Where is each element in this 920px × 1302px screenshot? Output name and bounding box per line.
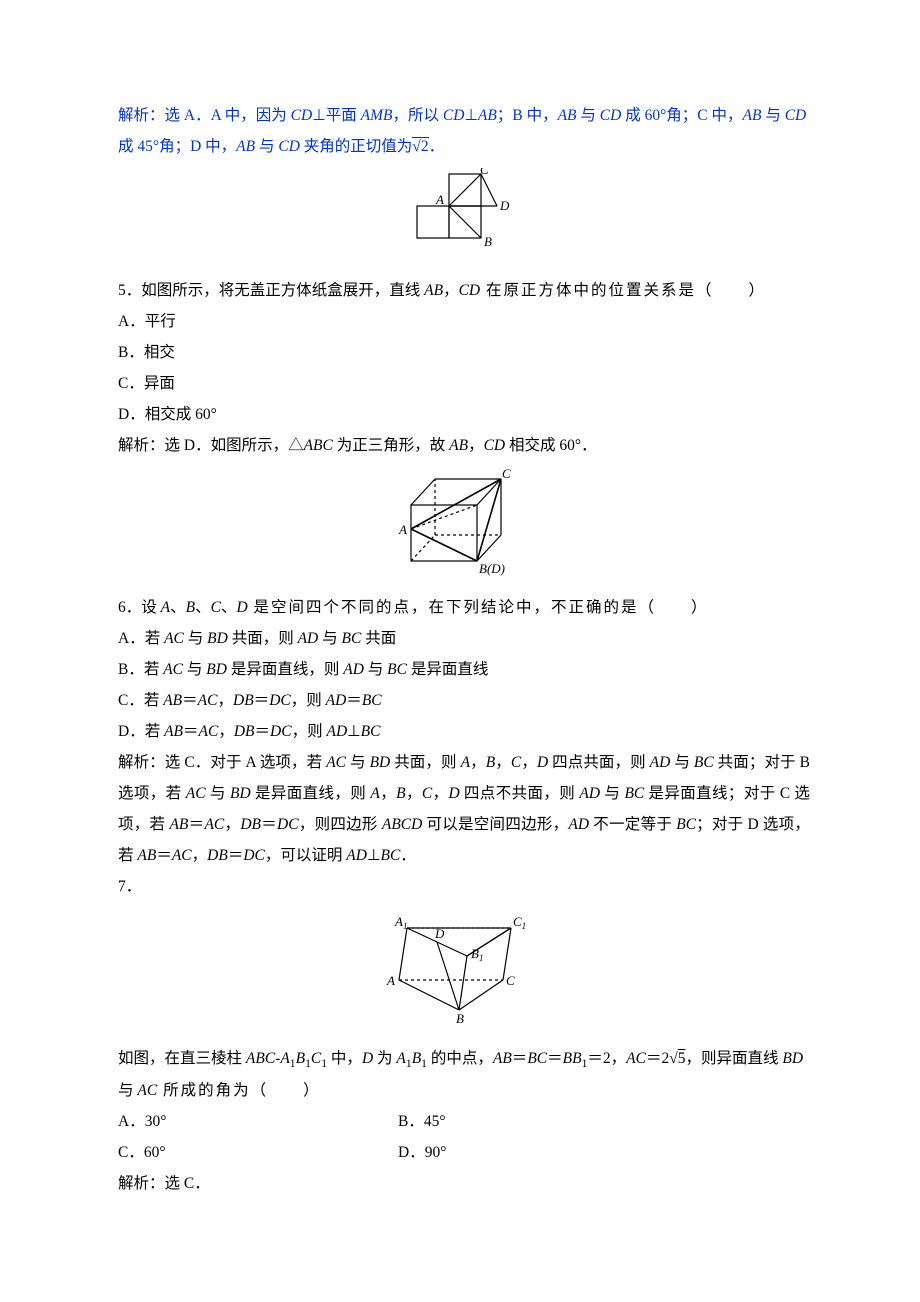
var-AB: AB — [478, 107, 497, 124]
figure-net: C A D B — [118, 168, 810, 271]
label-B: B — [484, 234, 492, 249]
q4-explanation: 解析：选 A．A 中，因为 CD⊥平面 AMB，所以 CD⊥AB；B 中，AB … — [118, 100, 810, 162]
label-A: A — [398, 522, 407, 537]
q7-option-a: A．30° — [118, 1106, 398, 1137]
prism-svg: A1 C1 D B1 A C B — [379, 908, 549, 1028]
text: ， — [443, 282, 459, 299]
text: 解析：选 D．如图所示，△ — [118, 437, 304, 454]
var-AMB: AMB — [361, 107, 393, 124]
figure-cube: A C B(D) — [118, 467, 810, 588]
var: C — [211, 599, 221, 616]
label-C: C — [502, 467, 511, 481]
text: ⊥平面 — [312, 107, 360, 124]
text: 、 — [170, 599, 186, 616]
var: B — [186, 599, 195, 616]
q5-option-a: A．平行 — [118, 306, 810, 337]
text: 与 — [761, 107, 784, 124]
label-B: B — [456, 1011, 464, 1026]
var-CD: CD — [278, 138, 300, 155]
text: 、 — [221, 599, 237, 616]
q7-label: 7． — [118, 871, 810, 902]
text: 与 — [577, 107, 600, 124]
text: 成 45°角；D 中， — [118, 138, 236, 155]
var: A — [161, 599, 170, 616]
text: ． — [429, 138, 445, 155]
label-A1: A1 — [394, 914, 407, 931]
var-CD: CD — [785, 107, 807, 124]
q5-option-d: D．相交成 60° — [118, 399, 810, 430]
var-CD: CD — [484, 437, 506, 454]
label-BD: B(D) — [479, 561, 505, 576]
q6-option-b: B．若 AC 与 BD 是异面直线，则 AD 与 BC 是异面直线 — [118, 654, 810, 685]
q6-option-c: C．若 AB＝AC，DB＝DC，则 AD＝BC — [118, 685, 810, 716]
text: 成 60°角；C 中， — [621, 107, 742, 124]
text: ，所以 — [392, 107, 442, 124]
label-C: C — [480, 168, 489, 177]
q5-stem: 5．如图所示，将无盖正方体纸盒展开，直线 AB，CD 在原正方体中的位置关系是（… — [118, 275, 810, 306]
var-CD: CD — [291, 107, 313, 124]
text: 是空间四个不同的点，在下列结论中，不正确的是（ ） — [248, 599, 709, 616]
figure-prism: A1 C1 D B1 A C B — [118, 908, 810, 1039]
text: 夹角的正切值为 — [300, 138, 412, 155]
q7-options-row-2: C．60° D．90° — [118, 1137, 810, 1168]
text: 相交成 60°． — [505, 437, 596, 454]
q6-explanation: 解析：选 C．对于 A 选项，若 AC 与 BD 共面，则 A，B，C，D 四点… — [118, 747, 810, 871]
var-CD: CD — [443, 107, 465, 124]
label-C: C — [506, 973, 515, 988]
q6-option-d: D．若 AB＝AC，DB＝DC，则 AD⊥BC — [118, 716, 810, 747]
text: 5．如图所示，将无盖正方体纸盒展开，直线 — [118, 282, 424, 299]
label-D: D — [499, 198, 510, 213]
text: ， — [468, 437, 484, 454]
page-content: 解析：选 A．A 中，因为 CD⊥平面 AMB，所以 CD⊥AB；B 中，AB … — [0, 0, 920, 1259]
q7-stem: 如图，在直三棱柱 ABC-A1B1C1 中，D 为 A1B1 的中点，AB＝BC… — [118, 1043, 810, 1106]
q7-option-c: C．60° — [118, 1137, 398, 1168]
text: 在原正方体中的位置关系是（ ） — [480, 282, 766, 299]
cube-svg: A C B(D) — [389, 467, 539, 577]
q6-stem: 6．设 A、B、C、D 是空间四个不同的点，在下列结论中，不正确的是（ ） — [118, 592, 810, 623]
label-A: A — [435, 192, 444, 207]
text: 6．设 — [118, 599, 161, 616]
net-svg: C A D B — [394, 168, 534, 260]
text: 解析：选 A．A 中，因为 — [118, 107, 291, 124]
var-AB: AB — [743, 107, 762, 124]
q5-option-b: B．相交 — [118, 337, 810, 368]
q5-explanation: 解析：选 D．如图所示，△ABC 为正三角形，故 AB，CD 相交成 60°． — [118, 430, 810, 461]
label-C1: C1 — [513, 914, 526, 931]
q7-explanation: 解析：选 C． — [118, 1168, 810, 1199]
label-B1: B1 — [471, 946, 483, 963]
text: 与 — [255, 138, 278, 155]
var-AB: AB — [236, 138, 255, 155]
var-AB: AB — [424, 282, 443, 299]
label-D: D — [434, 926, 445, 941]
var: D — [236, 599, 247, 616]
label-A: A — [386, 973, 395, 988]
text: ⊥ — [464, 107, 478, 124]
text: 、 — [195, 599, 211, 616]
var-AB: AB — [558, 107, 577, 124]
text: ；B 中， — [497, 107, 558, 124]
q6-option-a: A．若 AC 与 BD 共面，则 AD 与 BC 共面 — [118, 623, 810, 654]
var-ABC: ABC — [304, 437, 333, 454]
q7-options-row-1: A．30° B．45° — [118, 1106, 810, 1137]
var-CD: CD — [459, 282, 481, 299]
var-CD: CD — [600, 107, 622, 124]
text: 为正三角形，故 — [333, 437, 449, 454]
var-AB: AB — [449, 437, 468, 454]
q7-option-b: B．45° — [398, 1106, 446, 1137]
q7-option-d: D．90° — [398, 1137, 446, 1168]
q5-option-c: C．异面 — [118, 368, 810, 399]
